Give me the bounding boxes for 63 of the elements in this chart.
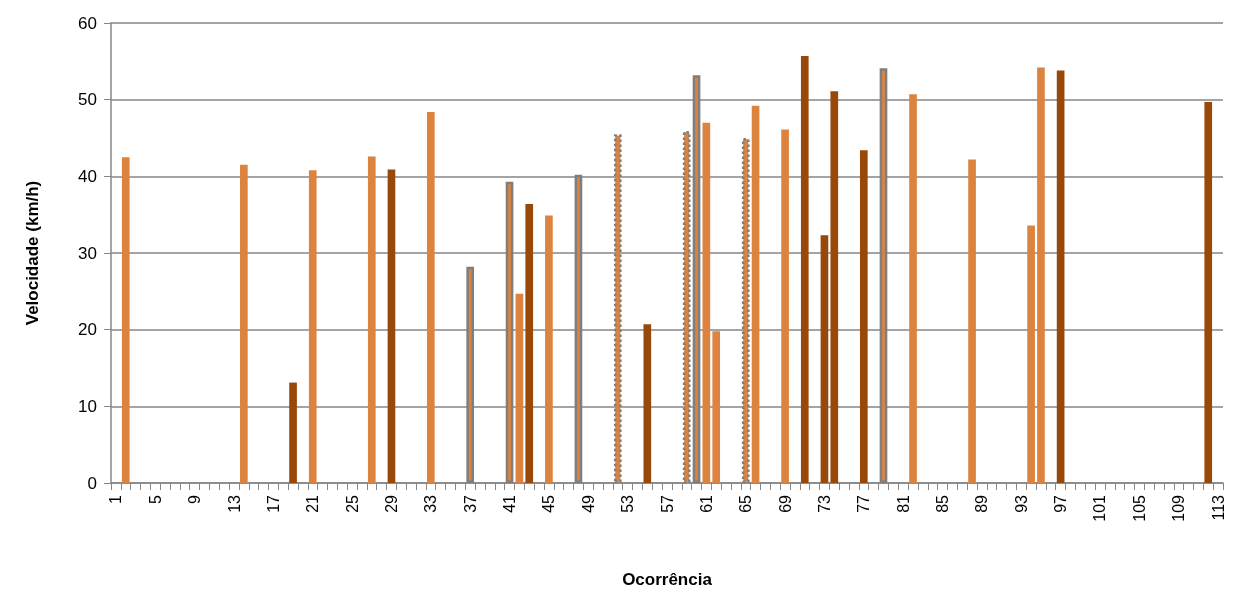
x-tick-label: 53 (619, 494, 637, 513)
x-tick-label: 29 (382, 494, 400, 513)
bar (781, 129, 789, 483)
x-tick-label: 113 (1209, 494, 1227, 521)
bar (968, 159, 976, 483)
bar (909, 94, 917, 483)
bar (830, 91, 839, 483)
y-axis-title: Velocidade (km/h) (23, 180, 42, 326)
x-tick-label: 77 (855, 494, 873, 513)
x-tick-label: 65 (737, 494, 755, 513)
x-tick-label: 33 (422, 494, 440, 513)
x-tick-label: 57 (658, 494, 676, 513)
x-tick-label: 81 (894, 494, 912, 513)
x-tick-label: 93 (1012, 494, 1030, 513)
x-tick-label: 13 (225, 494, 243, 513)
bar (820, 235, 829, 483)
bar (1037, 67, 1045, 483)
bar (240, 164, 248, 483)
bar (859, 150, 868, 483)
x-tick-label: 109 (1170, 494, 1188, 522)
y-tick-label: 10 (78, 396, 97, 416)
bar (643, 324, 652, 483)
bar (751, 105, 760, 483)
bar (1027, 225, 1035, 483)
bar (800, 55, 809, 483)
x-tick-label: 97 (1052, 494, 1070, 513)
bar (525, 203, 534, 483)
y-tick-label: 40 (78, 166, 97, 186)
x-tick-label: 41 (501, 494, 519, 513)
y-tick-label: 50 (78, 90, 97, 110)
bar (712, 331, 721, 483)
x-tick-label: 37 (461, 494, 479, 513)
x-tick-label: 85 (934, 494, 952, 513)
y-tick-label: 0 (87, 473, 97, 493)
x-tick-label: 9 (186, 494, 204, 504)
y-tick-label: 20 (78, 320, 97, 340)
bar (289, 382, 297, 483)
x-tick-label: 69 (776, 494, 794, 513)
x-tick-label: 105 (1130, 494, 1148, 522)
bar (1056, 70, 1065, 483)
bar (426, 111, 435, 483)
x-tick-label: 45 (540, 494, 558, 513)
bar (387, 169, 396, 483)
bar (121, 157, 130, 483)
bar (702, 122, 711, 483)
bar (367, 156, 376, 483)
x-tick-label: 5 (146, 494, 164, 504)
y-tick-label: 30 (78, 243, 97, 263)
x-tick-label: 101 (1091, 494, 1109, 522)
y-tick-label: 60 (78, 13, 97, 33)
bar (1204, 101, 1213, 483)
bar (545, 215, 553, 483)
x-tick-label: 89 (973, 494, 991, 513)
x-tick-label: 21 (304, 494, 322, 513)
x-tick-label: 49 (579, 494, 597, 513)
x-axis-title: Ocorrência (622, 570, 713, 589)
x-tick-label: 25 (343, 494, 361, 513)
x-tick-label: 1 (107, 494, 125, 504)
bar (515, 293, 524, 483)
x-tick-label: 73 (815, 494, 833, 513)
x-tick-label: 17 (264, 494, 282, 513)
bar (308, 170, 317, 483)
x-tick-label: 61 (697, 494, 715, 513)
